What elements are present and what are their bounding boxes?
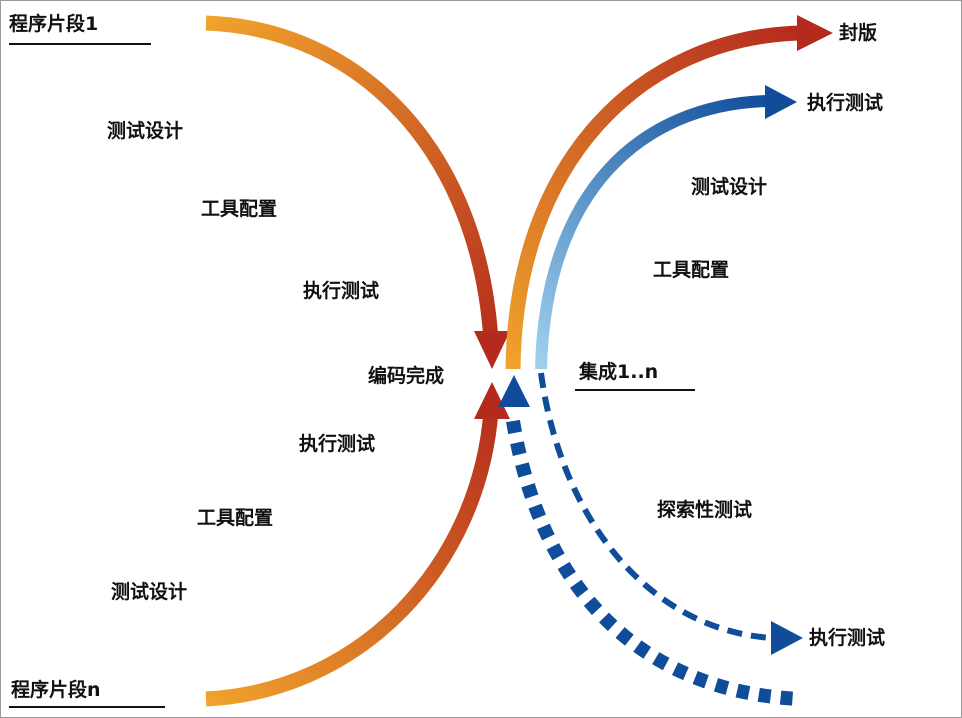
left-lower-test-design: 测试设计 bbox=[111, 581, 188, 603]
right-execute-test-bottom: 执行测试 bbox=[809, 627, 886, 649]
arrowhead-execute-top bbox=[765, 85, 797, 119]
segmentn-underline bbox=[9, 706, 165, 708]
arrowhead-integration-up bbox=[498, 375, 530, 407]
arrowhead-release bbox=[797, 15, 833, 51]
arrowhead-segment1-down bbox=[474, 331, 510, 369]
integration-underline bbox=[575, 389, 695, 391]
right-execute-test-top: 执行测试 bbox=[807, 92, 884, 114]
left-lower-execute-test: 执行测试 bbox=[299, 433, 376, 455]
dashed-arc-exploratory-inner bbox=[538, 372, 774, 641]
segment1-underline bbox=[9, 43, 151, 45]
left-lower-tool-config: 工具配置 bbox=[197, 507, 274, 529]
segment1-label: 程序片段1 bbox=[9, 13, 99, 35]
left-upper-execute-test: 执行测试 bbox=[303, 280, 380, 302]
segmentn-label: 程序片段n bbox=[11, 679, 101, 701]
arc-integration-to-execute bbox=[535, 95, 768, 370]
coding-complete-label: 编码完成 bbox=[368, 365, 445, 387]
arc-segmentn-to-coding bbox=[205, 410, 499, 707]
release-label: 封版 bbox=[839, 22, 878, 44]
exploratory-test-label: 探索性测试 bbox=[657, 499, 753, 521]
arrowhead-execute-bottom bbox=[771, 621, 803, 655]
dashed-arc-exploratory-outer bbox=[506, 419, 800, 706]
integration-label: 集成1..n bbox=[579, 361, 659, 383]
right-tool-config: 工具配置 bbox=[653, 259, 730, 281]
arrowhead-segmentn-up bbox=[474, 382, 510, 419]
left-upper-tool-config: 工具配置 bbox=[201, 198, 278, 220]
arc-to-release bbox=[505, 25, 802, 370]
left-upper-test-design: 测试设计 bbox=[107, 120, 184, 142]
right-test-design: 测试设计 bbox=[691, 176, 768, 198]
arc-segment1-to-coding bbox=[205, 15, 499, 342]
